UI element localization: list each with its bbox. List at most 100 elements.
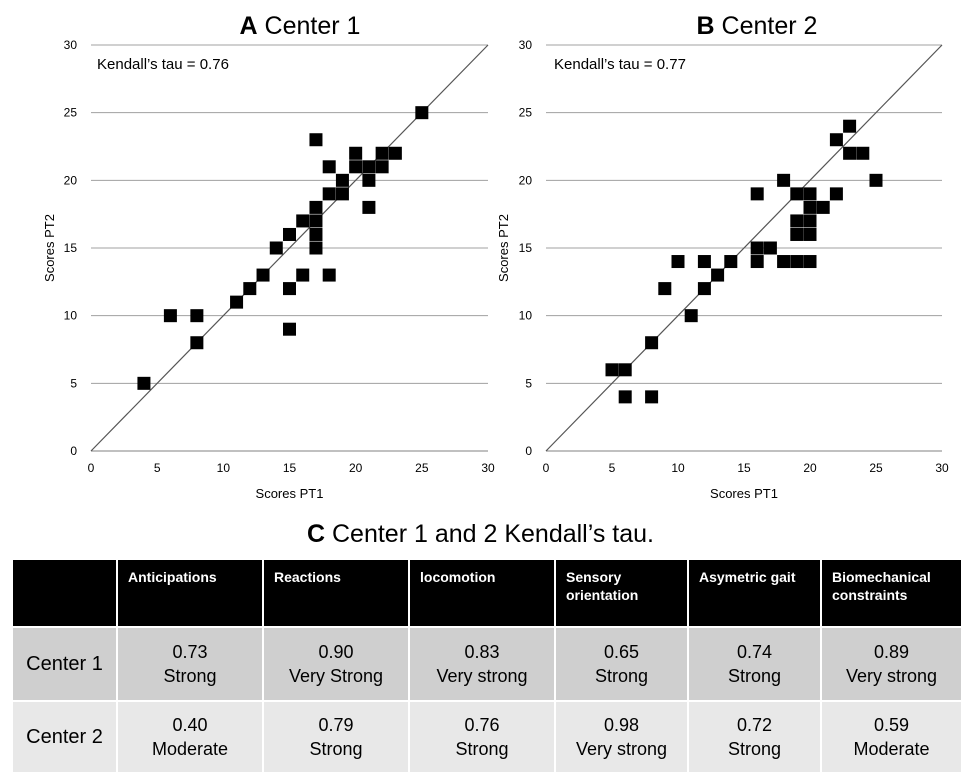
data-point xyxy=(362,200,376,214)
cell-value: 0.72 xyxy=(736,715,773,735)
x-tick-label: 15 xyxy=(737,461,751,475)
data-point xyxy=(137,376,151,390)
data-point xyxy=(322,187,336,201)
data-point xyxy=(803,200,817,214)
x-tick-label: 25 xyxy=(415,461,429,475)
table-cell: 0.74 Strong xyxy=(687,626,822,702)
data-point xyxy=(335,173,349,187)
cell-strength: Very strong xyxy=(845,666,938,686)
header-biomechanical-constraints: Biomechanical constraints xyxy=(820,558,961,628)
table-row-center-1: Center 1 0.73 Strong 0.90 Very Strong 0.83… xyxy=(11,626,961,702)
cell-strength: Strong xyxy=(163,666,217,686)
y-tick-label: 20 xyxy=(519,173,533,187)
x-tick-label: 10 xyxy=(671,461,685,475)
table-row-center-2: Center 2 0.40 Moderate 0.79 Strong 0.76 Str… xyxy=(11,700,961,774)
header-sensory-orientation: Sensory orientation xyxy=(554,558,689,628)
scatter-charts: 0 5 10 15 20 25 30 0 5 10 15 20 25 30 A Center 1 Kendal… xyxy=(42,12,949,501)
data-point xyxy=(697,282,711,296)
data-point xyxy=(309,214,323,228)
data-point xyxy=(856,146,870,160)
x-tick-label: 5 xyxy=(154,461,161,475)
x-tick-label: 30 xyxy=(481,461,495,475)
data-point xyxy=(790,187,804,201)
y-tick-label: 20 xyxy=(64,173,78,187)
cell-value: 0.76 xyxy=(464,715,500,735)
table-cell: 0.83 Very strong xyxy=(408,626,556,702)
scatter-panel-center-1: 0 5 10 15 20 25 30 0 5 10 15 20 25 30 A Center 1 Kendal… xyxy=(42,12,495,501)
data-point xyxy=(375,160,389,174)
data-point xyxy=(829,133,843,147)
data-point xyxy=(362,160,376,174)
data-point xyxy=(309,241,323,255)
panel-title-text: Center 1 xyxy=(258,12,361,40)
cell-value: 0.89 xyxy=(873,642,910,662)
cell-strength: Strong xyxy=(594,666,649,686)
y-tick-label: 5 xyxy=(70,376,77,390)
chart-title: A Center 1 xyxy=(240,12,361,40)
y-tick-label: 30 xyxy=(64,38,78,52)
identity-reference-line xyxy=(545,44,943,452)
y-tick-label: 30 xyxy=(519,38,533,52)
data-point xyxy=(375,146,389,160)
data-point xyxy=(777,255,791,269)
table-panel-letter: C xyxy=(306,520,326,548)
cell-strength: Strong xyxy=(455,739,509,759)
y-tick-label: 25 xyxy=(519,106,533,120)
data-point xyxy=(803,227,817,241)
data-point xyxy=(803,255,817,269)
cell-strength: Strong xyxy=(727,666,782,686)
header-reactions: Reactions xyxy=(262,558,410,628)
x-tick-label: 0 xyxy=(543,461,550,475)
data-point xyxy=(362,173,376,187)
table-cell: 0.59 Moderate xyxy=(820,700,961,774)
panel-letter: B xyxy=(697,12,715,40)
table-cell: 0.40 Moderate xyxy=(116,700,264,774)
data-point xyxy=(309,200,323,214)
chart-title: B Center 2 xyxy=(697,12,818,40)
table-title: C Center 1 and 2 Kendall’s tau. xyxy=(0,519,961,549)
cell-value: 0.74 xyxy=(736,642,773,662)
y-axis-label: Scores PT2 xyxy=(42,214,57,282)
data-point xyxy=(163,309,177,323)
data-point xyxy=(671,255,685,269)
data-point xyxy=(618,390,632,404)
x-tick-label: 15 xyxy=(283,461,297,475)
cell-strength: Very Strong xyxy=(288,666,384,686)
data-point xyxy=(283,227,296,241)
header-empty-cell xyxy=(11,558,118,628)
data-point xyxy=(684,309,698,323)
data-point xyxy=(803,214,817,228)
data-point xyxy=(711,268,725,282)
data-point xyxy=(790,227,804,241)
table-cell: 0.98 Very strong xyxy=(554,700,689,774)
table-cell: 0.73 Strong xyxy=(116,626,264,702)
data-point xyxy=(790,255,804,269)
cell-value: 0.59 xyxy=(873,715,910,735)
y-axis-label: Scores PT2 xyxy=(496,214,511,282)
table-cell: 0.65 Strong xyxy=(554,626,689,702)
cell-value: 0.79 xyxy=(318,715,354,735)
data-point xyxy=(763,241,777,255)
data-point xyxy=(790,214,804,228)
row-label: Center 2 xyxy=(11,700,118,774)
cell-strength: Moderate xyxy=(853,739,930,759)
data-point xyxy=(415,106,429,120)
data-point xyxy=(256,268,270,282)
data-point xyxy=(296,214,310,228)
data-point xyxy=(388,146,402,160)
header-anticipations: Anticipations xyxy=(116,558,264,628)
data-point xyxy=(658,282,672,296)
data-point xyxy=(190,309,204,323)
panel-letter: A xyxy=(240,12,258,40)
data-point xyxy=(816,200,830,214)
x-tick-label: 20 xyxy=(803,461,817,475)
x-axis-label: Scores PT1 xyxy=(710,486,778,501)
data-point xyxy=(803,187,817,201)
data-point xyxy=(269,241,283,255)
x-tick-label: 0 xyxy=(88,461,95,475)
header-asymetric-gait: Asymetric gait xyxy=(687,558,822,628)
data-point xyxy=(296,268,310,282)
data-point xyxy=(335,187,349,201)
kendall-tau-annotation: Kendall’s tau = 0.77 xyxy=(554,56,686,73)
data-point xyxy=(750,187,764,201)
